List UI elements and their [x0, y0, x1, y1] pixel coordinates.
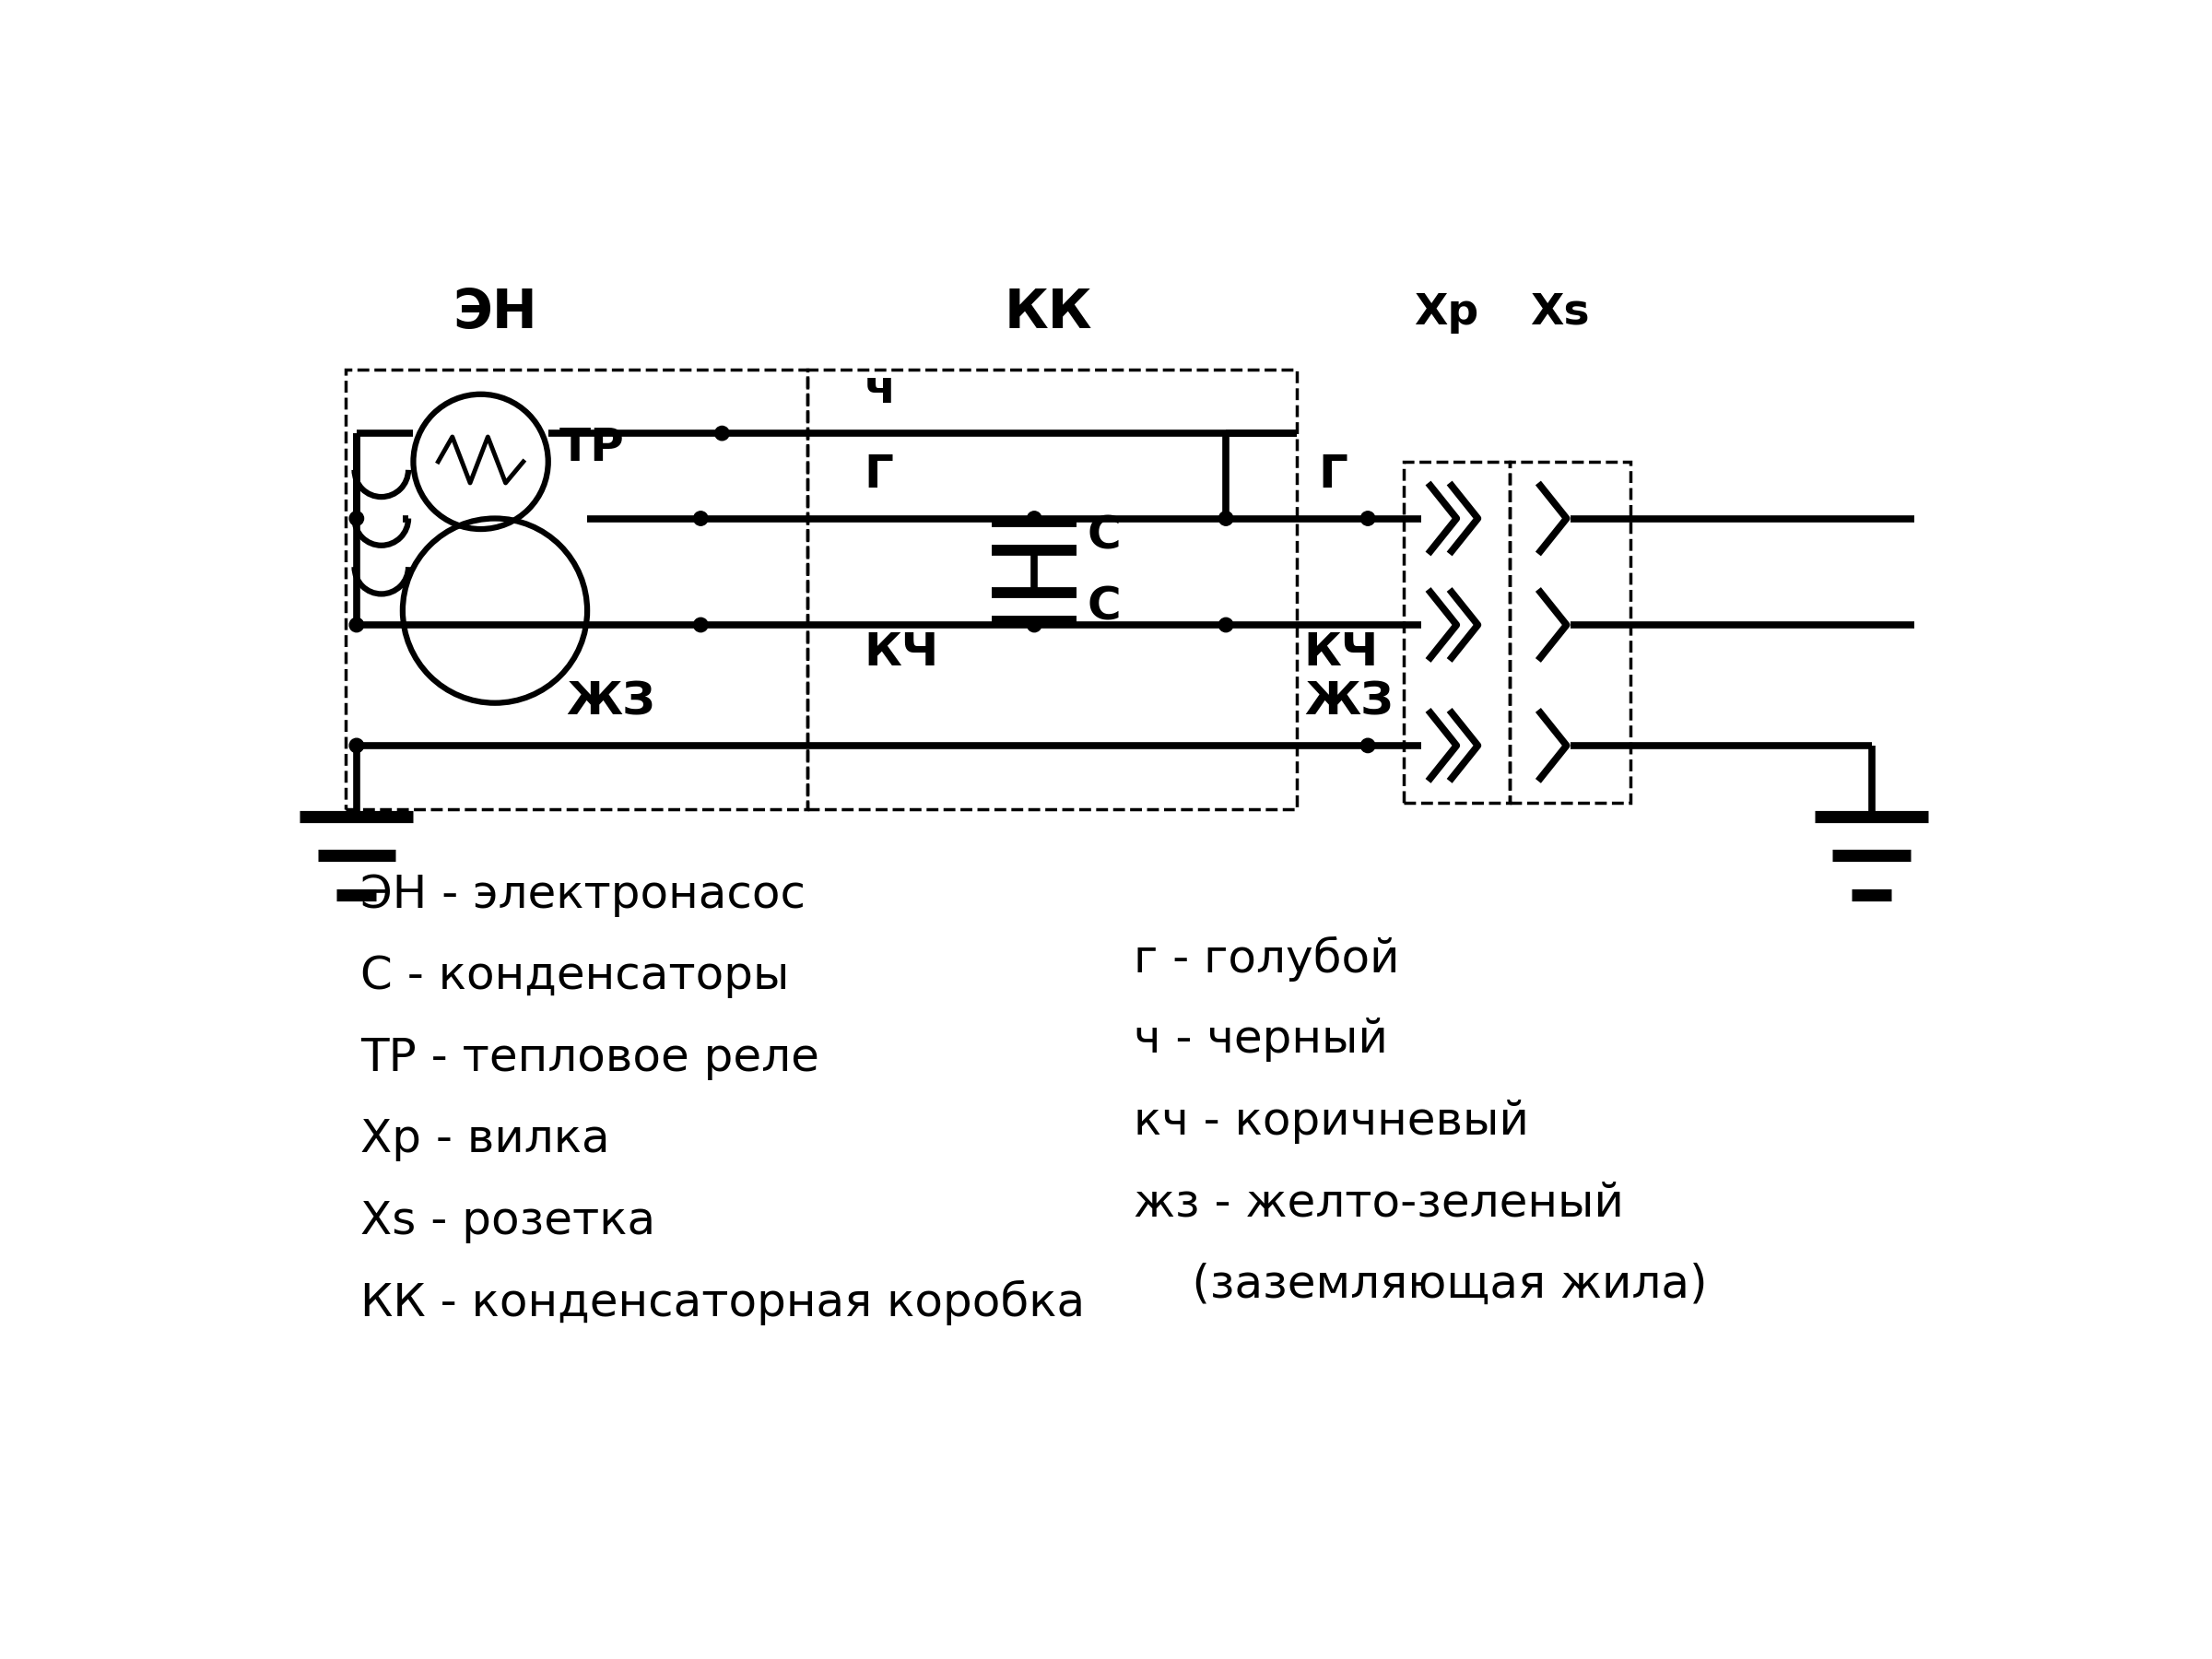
Text: ТР: ТР — [560, 425, 624, 469]
Circle shape — [1219, 617, 1232, 632]
Text: ч - черный: ч - черный — [1135, 1019, 1387, 1062]
Text: КЧ: КЧ — [1305, 630, 1378, 675]
Text: кч - коричневый: кч - коричневый — [1135, 1100, 1528, 1143]
Text: (заземляющая жила): (заземляющая жила) — [1135, 1262, 1708, 1307]
Text: ТР - тепловое реле: ТР - тепловое реле — [361, 1035, 818, 1080]
Text: Хр - вилка: Хр - вилка — [361, 1117, 611, 1161]
Circle shape — [1026, 617, 1042, 632]
Circle shape — [349, 511, 363, 526]
Text: жз - желто-зеленый: жз - желто-зеленый — [1135, 1181, 1624, 1226]
Text: ЭН: ЭН — [453, 287, 538, 338]
Text: Г: Г — [865, 453, 894, 498]
Circle shape — [1360, 511, 1376, 526]
Text: ЭН - электронасос: ЭН - электронасос — [361, 873, 805, 917]
Circle shape — [1360, 738, 1376, 753]
Bar — [1511, 461, 1630, 803]
Text: г - голубой: г - голубой — [1135, 936, 1400, 980]
Text: Xs - розетка: Xs - розетка — [361, 1199, 655, 1243]
Text: С: С — [1088, 514, 1121, 559]
Text: Г: Г — [1318, 453, 1347, 498]
Text: ч: ч — [865, 368, 896, 411]
Circle shape — [1219, 511, 1232, 526]
Text: ЖЗ: ЖЗ — [566, 680, 655, 725]
Text: ЖЗ: ЖЗ — [1305, 680, 1394, 725]
Text: Xs: Xs — [1531, 292, 1588, 333]
Bar — [1402, 461, 1511, 803]
Text: С: С — [1088, 586, 1121, 629]
Text: Хр: Хр — [1413, 292, 1478, 333]
Circle shape — [1026, 511, 1042, 526]
Bar — [807, 370, 1296, 810]
Circle shape — [349, 738, 363, 753]
Circle shape — [714, 426, 730, 440]
Bar — [345, 370, 807, 810]
Text: КК: КК — [1004, 287, 1093, 338]
Text: С - конденсаторы: С - конденсаторы — [361, 954, 790, 999]
Text: КК - конденсаторная коробка: КК - конденсаторная коробка — [361, 1281, 1084, 1326]
Circle shape — [695, 511, 708, 526]
Circle shape — [695, 617, 708, 632]
Text: КЧ: КЧ — [865, 630, 938, 675]
Circle shape — [349, 617, 363, 632]
